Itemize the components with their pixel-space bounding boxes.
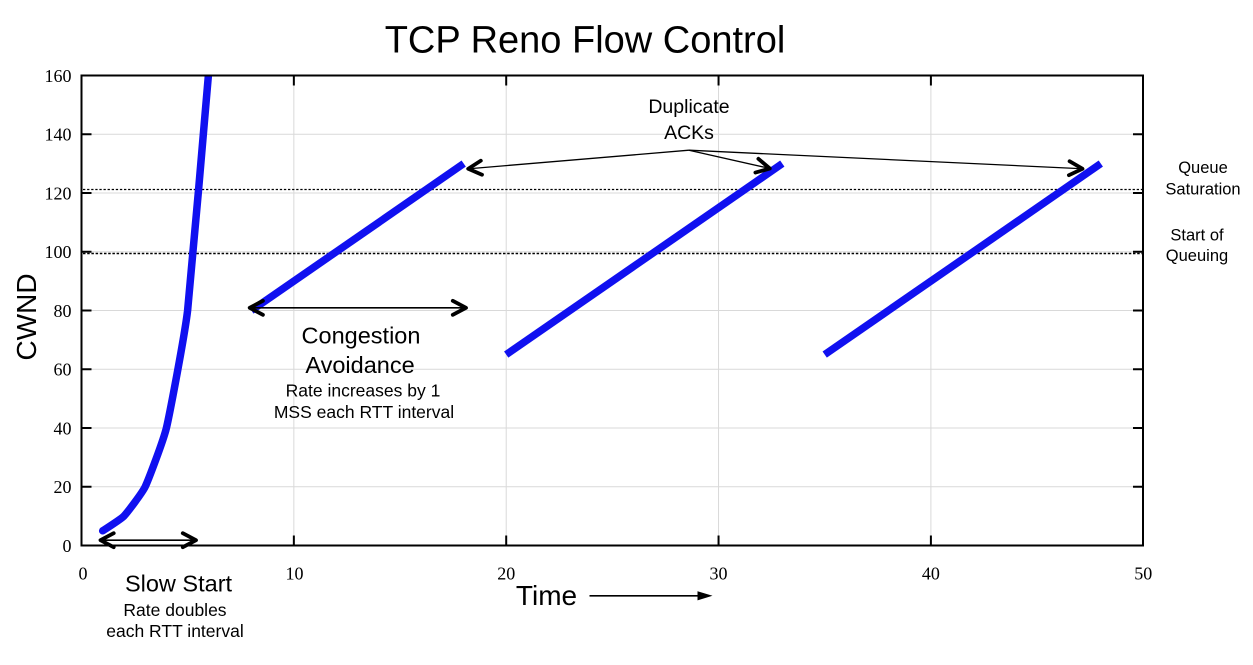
svg-text:30: 30 [710,563,728,583]
svg-text:10: 10 [286,563,304,583]
svg-text:CWND: CWND [11,273,42,360]
svg-text:50: 50 [1134,563,1152,583]
svg-text:20: 20 [497,563,515,583]
svg-text:80: 80 [54,301,72,321]
svg-text:60: 60 [54,360,72,380]
svg-text:ACKs: ACKs [664,122,714,144]
svg-text:100: 100 [45,242,72,262]
svg-text:Avoidance: Avoidance [305,352,414,378]
svg-text:140: 140 [45,125,72,145]
svg-text:Time: Time [516,580,577,611]
svg-text:MSS each RTT interval: MSS each RTT interval [274,402,454,422]
svg-text:Saturation: Saturation [1165,180,1240,198]
svg-text:40: 40 [54,418,72,438]
svg-text:TCP Reno Flow Control: TCP Reno Flow Control [385,20,786,62]
svg-text:Rate doubles: Rate doubles [123,600,226,620]
svg-text:Queuing: Queuing [1166,247,1228,265]
svg-text:each RTT interval: each RTT interval [106,621,243,641]
svg-text:Queue: Queue [1178,159,1228,177]
svg-text:Slow Start: Slow Start [125,571,233,597]
svg-text:120: 120 [45,183,72,203]
svg-text:Congestion: Congestion [302,323,421,349]
svg-text:Start of: Start of [1170,226,1224,244]
svg-text:0: 0 [79,563,88,583]
svg-text:0: 0 [63,536,72,556]
svg-text:Duplicate: Duplicate [648,96,729,118]
svg-text:Rate increases by 1: Rate increases by 1 [286,381,441,401]
svg-text:40: 40 [922,563,940,583]
svg-text:160: 160 [45,66,72,86]
svg-text:20: 20 [54,477,72,497]
